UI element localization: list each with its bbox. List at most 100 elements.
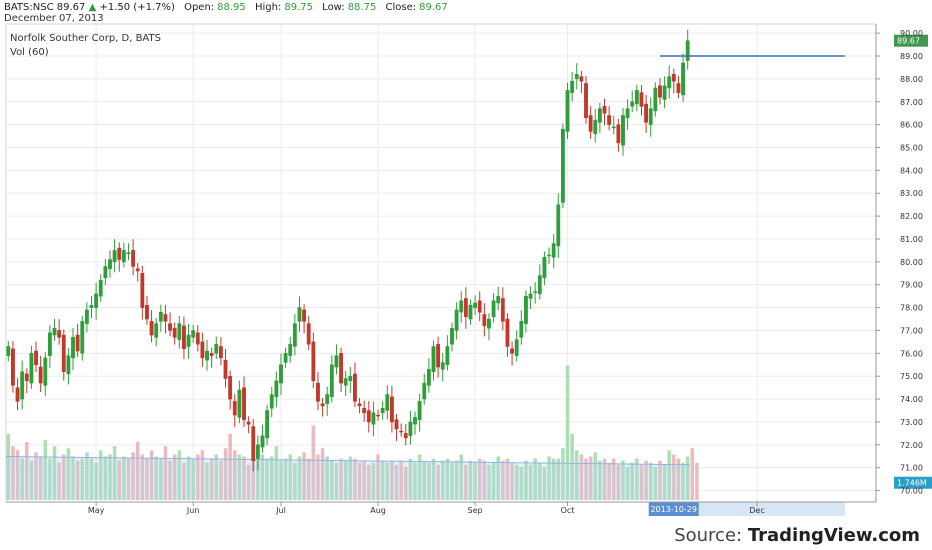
volume-bar	[182, 462, 186, 500]
candle-body	[186, 334, 191, 347]
open-value: 88.95	[217, 2, 246, 13]
volume-bar	[505, 458, 510, 500]
candle-body	[621, 115, 625, 146]
candle-body	[477, 300, 482, 313]
volume-bar	[408, 458, 413, 500]
candle-body	[316, 382, 320, 402]
legend-title: Norfolk Souther Corp, D, BATS	[10, 33, 161, 44]
volume-bar	[306, 458, 311, 500]
candle-body	[380, 407, 385, 414]
volume-bar	[510, 462, 514, 500]
crosshair-date-label: 2013-10-29	[650, 505, 697, 514]
chart-overlay: 2013-10-29 89.67 1.746M	[648, 34, 932, 516]
last-price: 89.67	[56, 2, 86, 13]
y-tick-label: 89.00	[900, 52, 923, 61]
candle-body	[218, 346, 223, 359]
volume-bar	[533, 458, 537, 500]
volume-bar	[422, 460, 427, 500]
volume-bar	[71, 456, 75, 500]
candle-body	[209, 353, 214, 356]
volume-bar	[98, 450, 103, 500]
candle-body	[634, 90, 639, 105]
volume-bar	[209, 458, 214, 500]
volume-bar	[556, 458, 561, 500]
candle-body	[454, 309, 459, 331]
y-tick-label: 88.00	[900, 75, 923, 84]
candle-body	[274, 380, 279, 398]
candle-body	[676, 83, 681, 93]
candle-body	[403, 433, 408, 439]
volume-bar	[644, 460, 648, 500]
volume-bar	[251, 456, 256, 500]
volume-bar	[501, 460, 505, 500]
y-tick-label: 75.00	[900, 372, 923, 381]
volume-bar	[667, 450, 671, 500]
candle-body	[616, 124, 621, 144]
legend-volume: Vol (60)	[10, 47, 49, 58]
volume-bar	[131, 452, 135, 500]
y-tick-label: 86.00	[900, 121, 923, 130]
x-tick-label: May	[88, 506, 105, 515]
volume-bar	[524, 460, 528, 500]
x-tick-label: Dec	[749, 506, 764, 515]
candle-body	[320, 403, 325, 407]
volume-bar	[371, 462, 376, 500]
candle-body	[685, 40, 690, 61]
volume-bar	[237, 454, 242, 500]
chart-header: BATS:NSC 89.67 ▲ +1.50 (+1.7%) Open: 88.9…	[4, 2, 448, 24]
volume-bar	[588, 456, 593, 500]
candle-body	[597, 108, 602, 123]
candle-body	[228, 375, 233, 400]
candle-body	[343, 378, 348, 386]
last-price-tag-box	[894, 34, 928, 47]
volume-bar	[611, 458, 616, 500]
candle-body	[519, 321, 524, 338]
candle-body	[500, 298, 505, 322]
volume-bar	[6, 433, 11, 500]
volume-bar	[52, 446, 57, 500]
candle-body	[510, 348, 514, 354]
volume-bar	[445, 458, 450, 500]
candle-body	[94, 293, 99, 308]
volume-bars	[5, 365, 699, 500]
volume-bar	[593, 452, 598, 500]
candle-body	[584, 83, 588, 119]
candle-body	[121, 250, 126, 263]
volume-bar	[15, 450, 20, 500]
candle-body	[80, 321, 85, 354]
candle-body	[61, 334, 66, 372]
close-label: Close:	[385, 2, 417, 13]
volume-bar	[223, 448, 228, 500]
candle-body	[334, 355, 339, 368]
volume-bar	[168, 460, 172, 500]
volume-tag-box	[894, 476, 932, 489]
candle-body	[24, 373, 29, 382]
candle-body	[89, 305, 94, 308]
candle-body	[52, 327, 57, 336]
candle-body	[362, 407, 367, 414]
source-credit: Source: TradingView.com	[674, 525, 920, 546]
volume-bar	[399, 460, 403, 500]
candle-body	[311, 341, 316, 382]
volume-bar	[283, 458, 288, 500]
candle-body	[570, 80, 575, 93]
candle-body	[339, 353, 343, 384]
volume-bar	[477, 458, 482, 500]
price-chart[interactable]: 2013-10-29 89.67 1.746M 70.00 71.00 72.00 73.…	[0, 0, 932, 520]
volume-bar	[214, 454, 219, 500]
volume-bar	[163, 446, 168, 500]
volume-bar	[676, 458, 681, 500]
volume-bar	[362, 460, 366, 500]
volume-bar	[598, 460, 602, 500]
candle-body	[537, 275, 542, 295]
volume-bar	[205, 462, 209, 500]
candle-body	[251, 426, 256, 462]
volume-bar	[274, 446, 279, 500]
candle-body	[302, 309, 307, 322]
volume-bar	[145, 458, 149, 500]
candle-body	[399, 430, 404, 433]
volume-bar	[367, 464, 371, 500]
volume-bar	[431, 458, 436, 500]
candle-body	[533, 291, 538, 293]
candle-body	[491, 300, 496, 317]
